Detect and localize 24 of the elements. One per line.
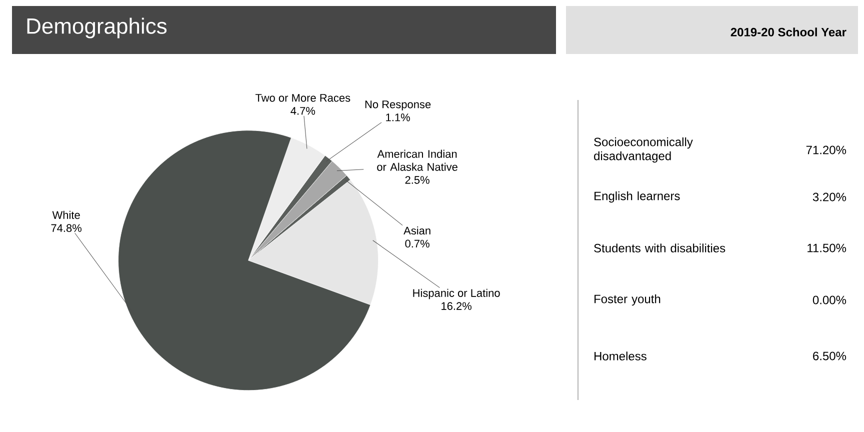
slice-label: Asian bbox=[404, 226, 430, 235]
slice-label: American Indian or Alaska Native bbox=[377, 150, 458, 171]
slice-label: Hispanic or Latino bbox=[413, 288, 500, 300]
data-label: 2.5% bbox=[405, 176, 430, 184]
text: Homeless bbox=[594, 352, 646, 360]
data-label: 0.7% bbox=[405, 240, 430, 248]
text: Socioeconomically disadvantaged bbox=[594, 137, 693, 163]
slice-label: Two or More Races bbox=[255, 94, 350, 102]
text: 0.00% bbox=[812, 296, 846, 304]
text: 3.20% bbox=[812, 192, 846, 202]
slice-label: White bbox=[52, 210, 80, 219]
data-label: 74.8% bbox=[51, 224, 82, 232]
data-label: 1.1% bbox=[386, 114, 410, 122]
text: 71.20% bbox=[806, 146, 846, 154]
data-label: 4.7% bbox=[290, 107, 316, 115]
chart-title: Demographics bbox=[27, 18, 167, 38]
text: English learners bbox=[594, 191, 680, 203]
text: Students with disabilities bbox=[594, 244, 726, 252]
slice-label: No Response bbox=[365, 100, 431, 110]
text: 2019-20 School Year bbox=[730, 28, 846, 36]
text: Foster youth bbox=[594, 294, 660, 306]
text: 11.50% bbox=[808, 244, 846, 252]
text: 6.50% bbox=[813, 352, 846, 360]
data-label: 16.2% bbox=[442, 302, 472, 310]
